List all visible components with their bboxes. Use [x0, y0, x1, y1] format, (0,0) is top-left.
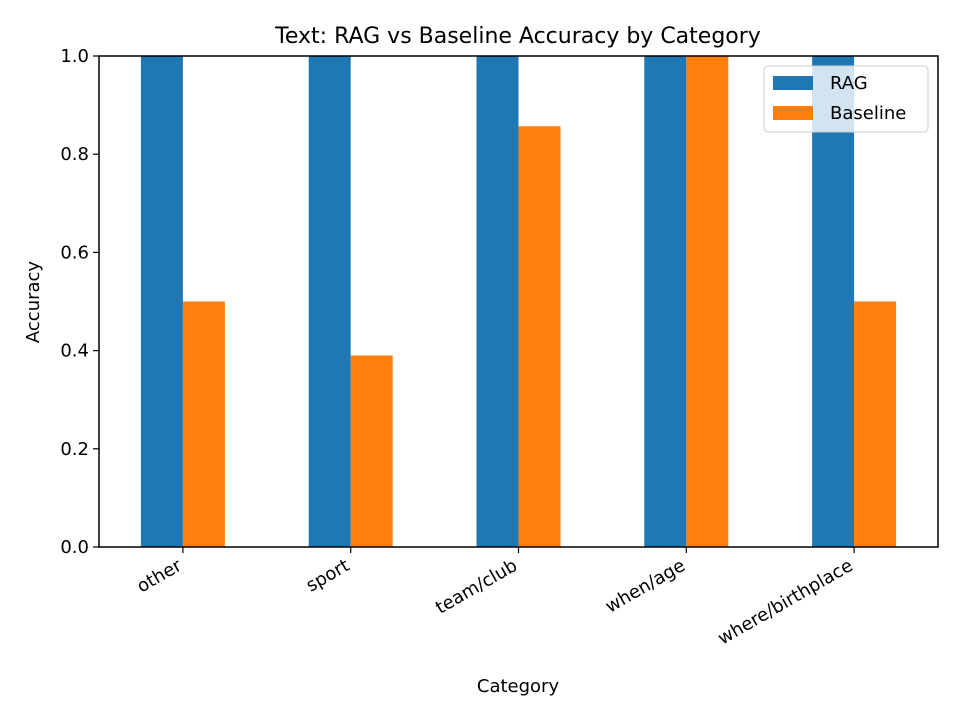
x-tick-label: when/age [602, 555, 689, 617]
x-axis-title: Category [477, 676, 560, 697]
bars [140, 56, 897, 547]
x-tick-label: other [133, 555, 186, 597]
bar-baseline-other [182, 301, 225, 547]
bar-baseline-team-club [518, 126, 561, 547]
y-tick-label: 0.6 [60, 242, 89, 263]
y-tick-label: 0.8 [60, 144, 89, 165]
chart-title: Text: RAG vs Baseline Accuracy by Catego… [274, 24, 761, 49]
bar-rag-sport [308, 56, 351, 547]
bar-baseline-where-birthplace [854, 301, 897, 547]
legend-swatch-baseline [773, 106, 813, 120]
y-tick-label: 0.0 [60, 537, 89, 558]
legend-label-baseline: Baseline [830, 103, 906, 124]
y-tick-label: 0.4 [60, 341, 89, 362]
x-tick-label: team/club [432, 555, 521, 618]
bar-rag-team-club [476, 56, 519, 547]
bar-rag-when-age [644, 56, 687, 547]
x-tick-label: sport [303, 555, 354, 596]
bar-rag-where-birthplace [812, 56, 855, 547]
bar-baseline-sport [350, 355, 393, 547]
y-tick-label: 0.2 [60, 439, 89, 460]
bar-rag-other [140, 56, 183, 547]
y-tick-label: 1.0 [60, 46, 89, 67]
legend: RAG Baseline [763, 65, 929, 133]
legend-label-rag: RAG [830, 73, 868, 94]
x-tick-label: where/birthplace [714, 555, 856, 649]
legend-swatch-rag [773, 76, 813, 90]
y-axis-title: Accuracy [23, 261, 44, 344]
bar-baseline-when-age [686, 56, 729, 547]
